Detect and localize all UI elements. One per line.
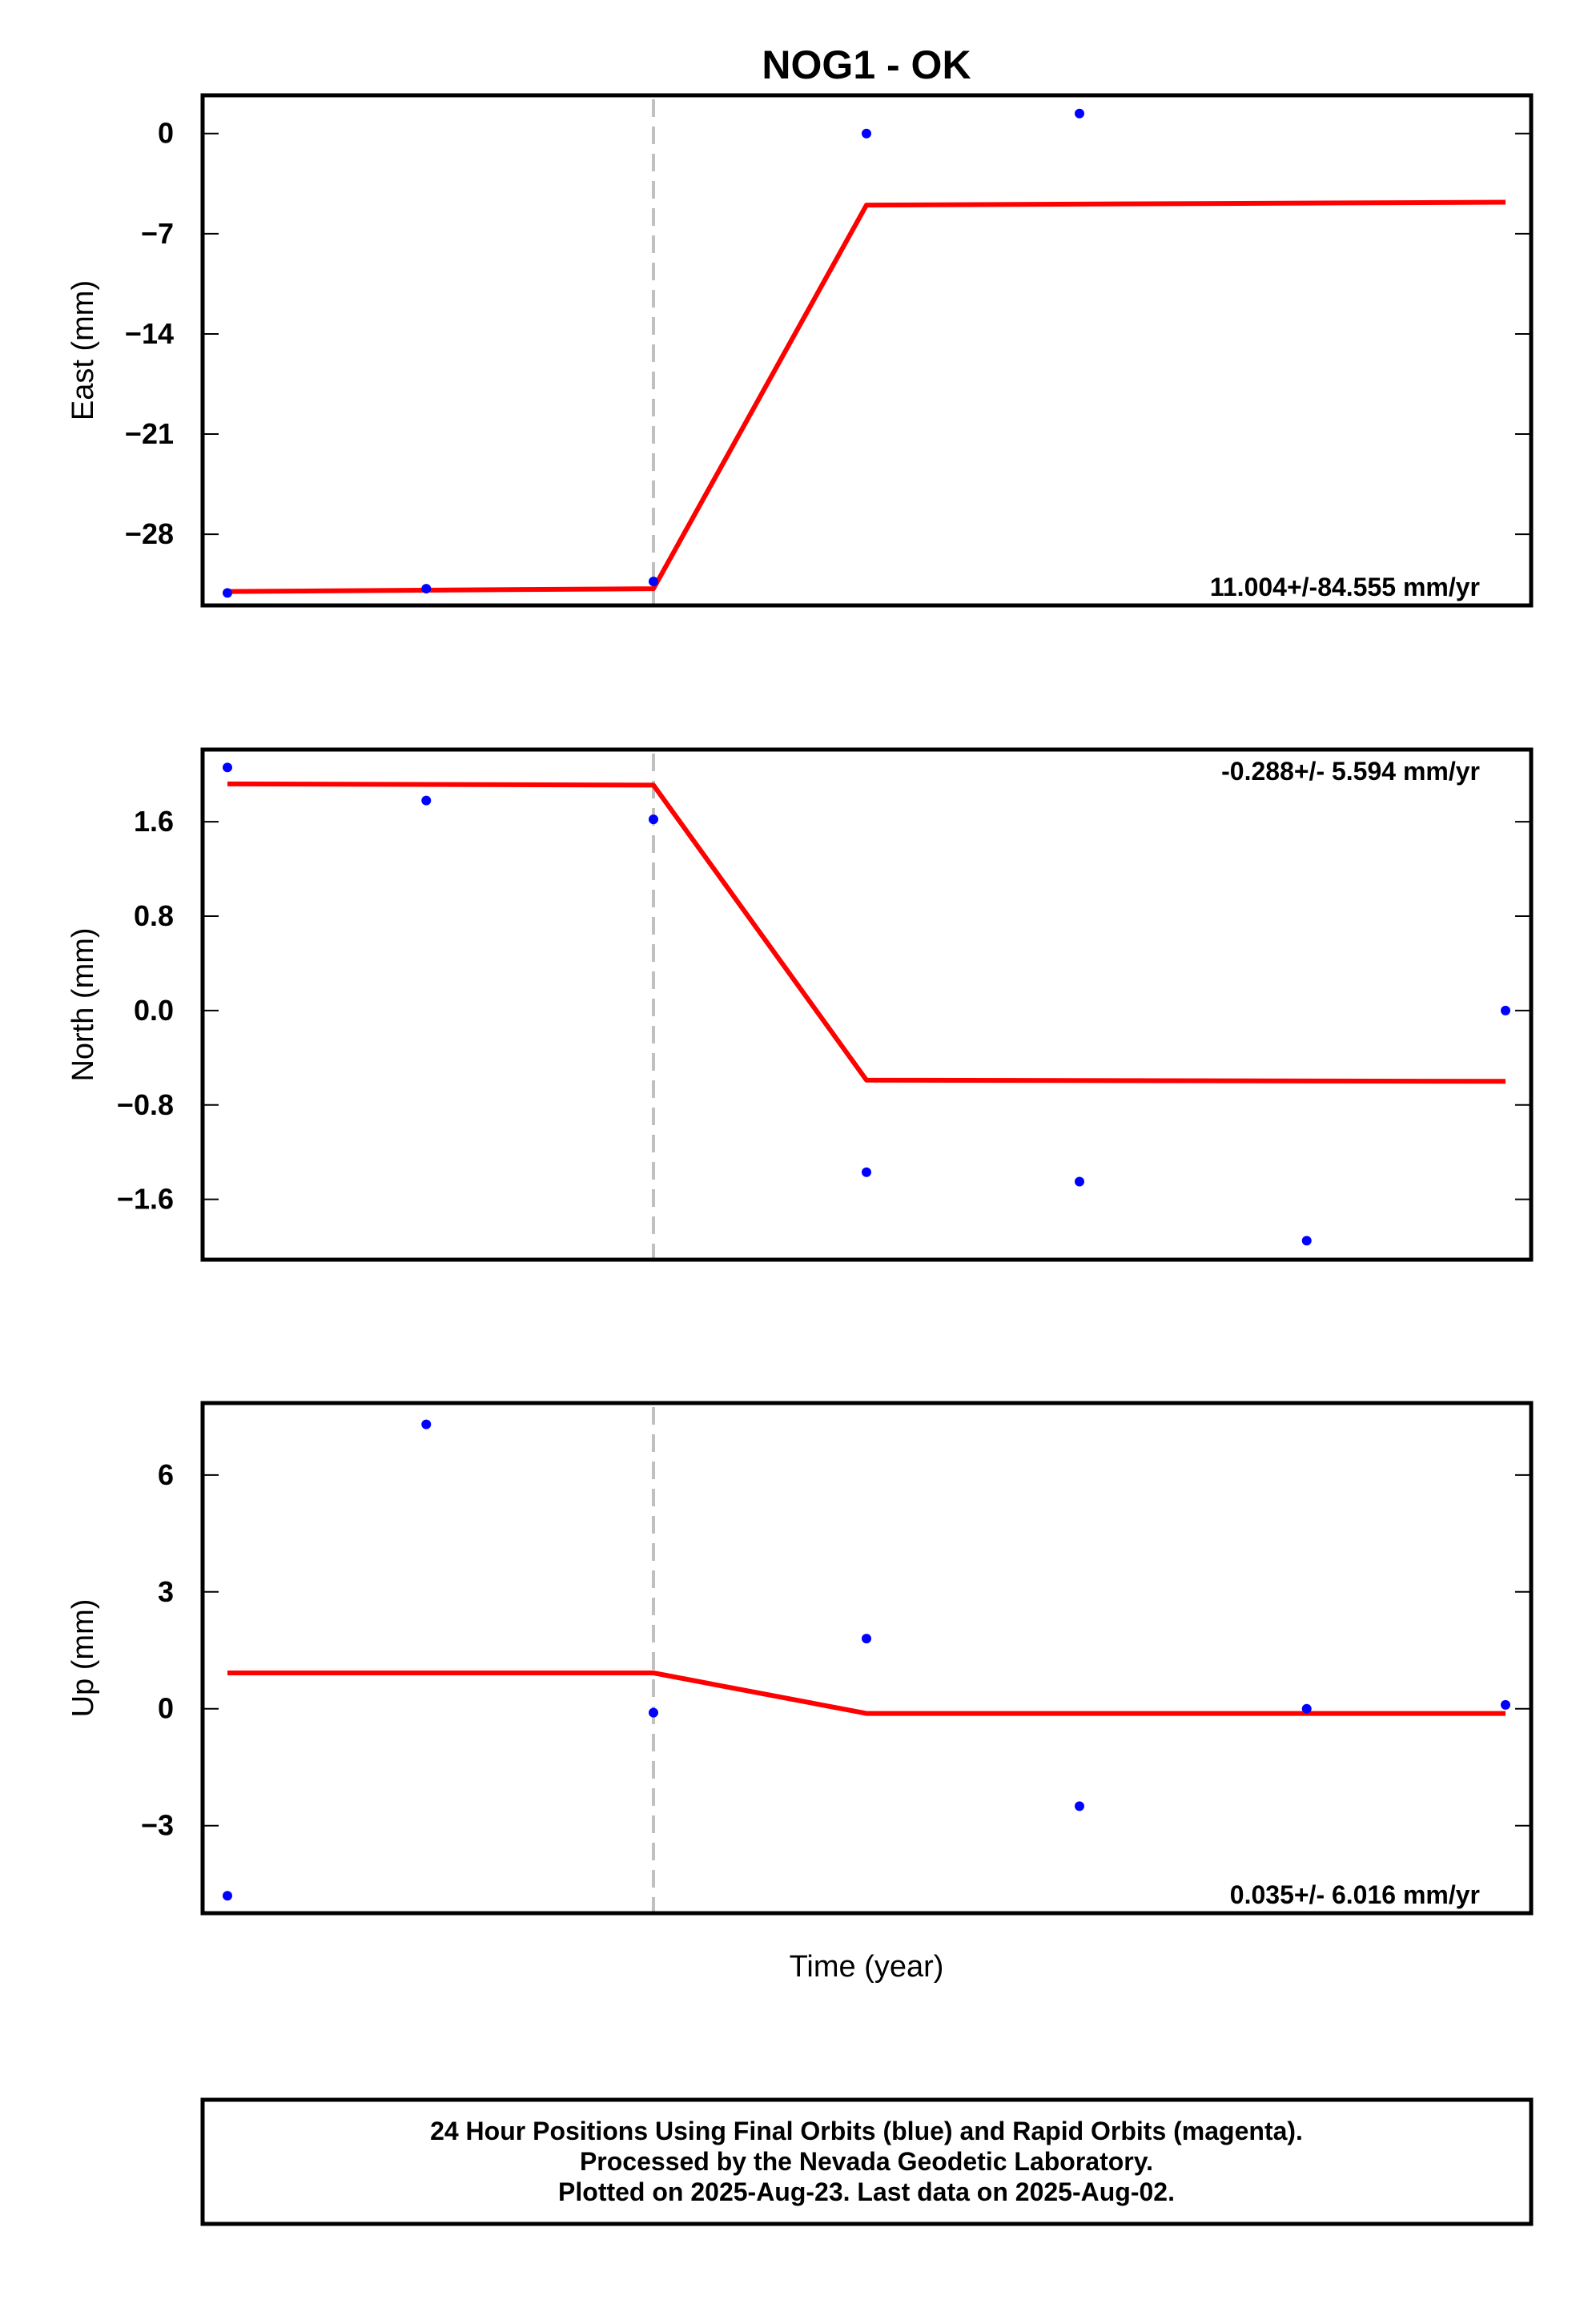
ytick-label-up-3: −3 — [141, 1809, 174, 1842]
panel-frame-north — [200, 747, 1534, 1262]
data-point-north-6 — [1501, 1005, 1510, 1015]
data-point-up-6 — [1501, 1699, 1510, 1710]
footer-line-2: Processed by the Nevada Geodetic Laborat… — [580, 2147, 1153, 2176]
data-point-east-0 — [223, 588, 232, 598]
x-axis-label: Time (year) — [790, 1950, 944, 1984]
y-axis-label-up: Up (mm) — [66, 1599, 100, 1718]
ytick-label-east-0: 0 — [158, 117, 174, 150]
panel-east: 0 −7 −14 −21 −28 East (mm) 11.004+/-84.555 mm/… — [66, 93, 1534, 608]
panel-frame-up — [200, 1401, 1534, 1916]
ytick-label-up-1: 3 — [158, 1575, 174, 1608]
data-point-north-5 — [1301, 1236, 1312, 1246]
data-point-north-3 — [862, 1167, 871, 1177]
data-point-north-1 — [421, 795, 432, 806]
fit-line-north — [227, 781, 1506, 1084]
footer-box — [200, 2097, 1534, 2226]
ytick-label-east-1: −7 — [141, 217, 174, 250]
data-point-up-5 — [1301, 1703, 1312, 1714]
data-point-up-1 — [421, 1419, 432, 1429]
footer-line-1: 24 Hour Positions Using Final Orbits (bl… — [430, 2117, 1303, 2145]
footer-line-3: Plotted on 2025-Aug-23. Last data on 202… — [558, 2177, 1175, 2206]
panel-north: 1.6 0.8 0.0 −0.8 −1.6 North (mm) -0.288+/- 5.5… — [66, 747, 1534, 1262]
fit-line-east — [227, 199, 1506, 594]
ytick-label-east-3: −21 — [125, 417, 174, 450]
y-axis-label-north: North (mm) — [66, 927, 100, 1081]
ytick-label-north-1: 0.8 — [134, 899, 174, 932]
ytick-label-up-2: 0 — [158, 1692, 174, 1725]
chart-title: NOG1 - OK — [762, 42, 971, 87]
data-point-east-2 — [649, 577, 658, 587]
data-point-east-3 — [862, 128, 871, 139]
panel-frame-east — [200, 93, 1534, 608]
data-point-up-3 — [862, 1634, 871, 1644]
ytick-label-up-0: 6 — [158, 1458, 174, 1491]
rate-annotation-up: 0.035+/- 6.016 mm/yr — [1230, 1880, 1480, 1909]
ytick-label-north-3: −0.8 — [117, 1088, 174, 1121]
data-point-up-2 — [649, 1707, 658, 1718]
data-point-east-1 — [421, 584, 432, 594]
panel-up: 6 3 0 −3 Up (mm) 0.035+/- 6.016 mm/yr — [66, 1401, 1534, 1916]
y-axis-label-east: East (mm) — [66, 280, 100, 420]
rate-annotation-north: -0.288+/- 5.594 mm/yr — [1221, 757, 1480, 786]
rate-annotation-east: 11.004+/-84.555 mm/yr — [1210, 573, 1480, 601]
ytick-label-north-4: −1.6 — [117, 1183, 174, 1216]
ytick-label-north-2: 0.0 — [134, 994, 174, 1027]
fit-line-up — [227, 1671, 1506, 1716]
data-point-up-0 — [223, 1891, 232, 1901]
ytick-label-north-0: 1.6 — [134, 805, 174, 838]
ytick-label-east-2: −14 — [125, 317, 174, 350]
data-point-north-2 — [649, 814, 658, 825]
data-point-north-4 — [1075, 1176, 1084, 1187]
data-point-north-0 — [223, 762, 232, 773]
panels-group: 0 −7 −14 −21 −28 East (mm) 11.004+/-84.555 mm/… — [66, 93, 1534, 1916]
data-point-up-4 — [1075, 1801, 1084, 1811]
ytick-label-east-4: −28 — [125, 517, 174, 550]
data-point-east-4 — [1075, 108, 1084, 119]
